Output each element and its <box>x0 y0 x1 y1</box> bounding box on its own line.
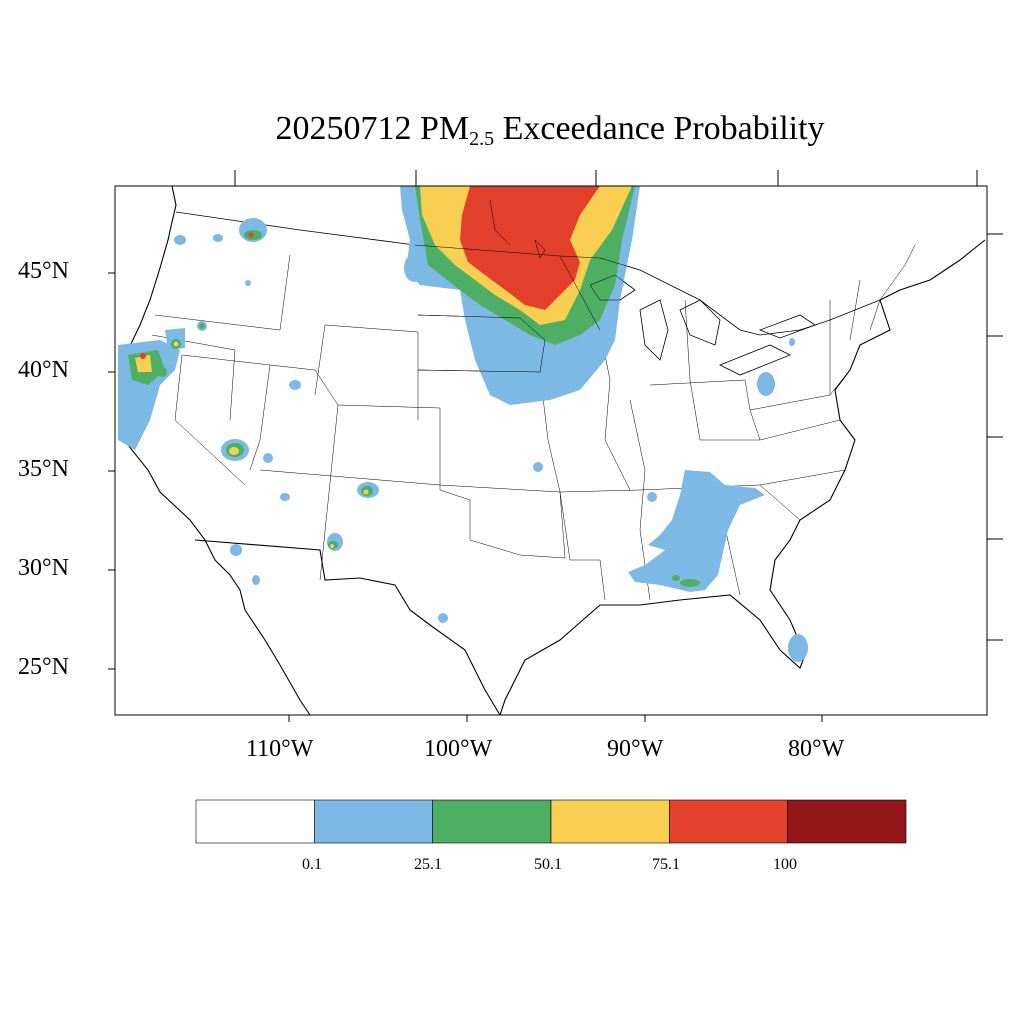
colorbar-label-1: 25.1 <box>414 856 442 873</box>
great-lakes <box>589 274 816 376</box>
title-subscript: 2.5 <box>469 128 495 150</box>
map-frame <box>114 185 988 716</box>
title-prefix: 20250712 PM <box>275 110 470 147</box>
lat-label-25: 25°N <box>18 654 69 680</box>
lat-label-45: 45°N <box>18 258 69 284</box>
colorbar-label-4: 100 <box>773 856 797 873</box>
lat-label-30: 30°N <box>18 555 69 581</box>
overlay-boundaries <box>414 199 641 373</box>
colorbar-swatch-0 <box>195 799 315 844</box>
colorbar-swatch-3 <box>550 799 670 844</box>
colorbar-label-2: 50.1 <box>534 856 562 873</box>
colorbar-label-3: 75.1 <box>652 856 680 873</box>
lon-label-80w: 80°W <box>788 736 845 762</box>
coastline <box>119 186 986 715</box>
title-suffix: Exceedance Probability <box>494 110 825 147</box>
colorbar <box>195 799 907 844</box>
colorbar-swatch-4 <box>669 799 788 844</box>
colorbar-swatch-1 <box>314 799 433 844</box>
lat-label-40: 40°N <box>18 357 69 383</box>
probability-shading <box>118 186 808 662</box>
lon-label-90w: 90°W <box>607 736 664 762</box>
lat-label-35: 35°N <box>18 456 69 482</box>
colorbar-label-0: 0.1 <box>302 856 322 873</box>
colorbar-swatch-2 <box>432 799 552 844</box>
colorbar-swatch-5 <box>787 799 907 844</box>
lon-label-100w: 100°W <box>424 736 493 762</box>
axis-ticks <box>108 170 1003 722</box>
map-content <box>118 186 986 715</box>
map-title: 20250712 PM2.5 Exceedance Probability <box>0 110 1024 151</box>
lon-label-110w: 110°W <box>246 736 314 762</box>
plume-north-red <box>460 186 600 310</box>
